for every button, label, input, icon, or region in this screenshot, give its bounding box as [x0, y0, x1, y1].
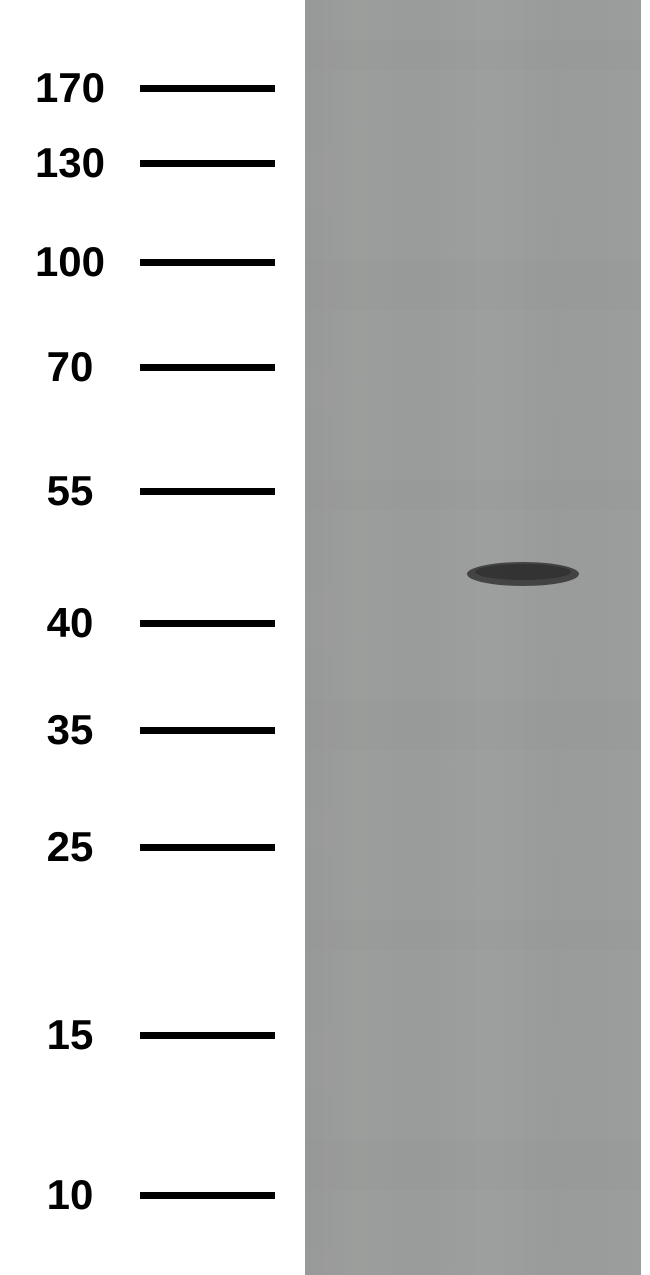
- marker-tick: [140, 1032, 275, 1039]
- marker-row: 40: [0, 599, 302, 647]
- marker-tick: [140, 1192, 275, 1199]
- marker-tick: [140, 727, 275, 734]
- marker-tick: [140, 844, 275, 851]
- marker-label: 100: [0, 238, 140, 286]
- marker-tick: [140, 160, 275, 167]
- marker-label: 40: [0, 599, 140, 647]
- marker-label: 35: [0, 706, 140, 754]
- marker-row: 25: [0, 823, 302, 871]
- marker-tick: [140, 259, 275, 266]
- marker-tick: [140, 85, 275, 92]
- marker-row: 170: [0, 64, 302, 112]
- marker-label: 10: [0, 1171, 140, 1219]
- marker-row: 130: [0, 139, 302, 187]
- molecular-weight-ladder: 170 130 100 70 55 40 35 25 15 10: [0, 0, 302, 1275]
- marker-label: 170: [0, 64, 140, 112]
- marker-row: 55: [0, 467, 302, 515]
- marker-row: 70: [0, 343, 302, 391]
- marker-row: 35: [0, 706, 302, 754]
- marker-label: 25: [0, 823, 140, 871]
- marker-row: 100: [0, 238, 302, 286]
- marker-tick: [140, 364, 275, 371]
- marker-label: 70: [0, 343, 140, 391]
- marker-tick: [140, 488, 275, 495]
- blot-figure: 170 130 100 70 55 40 35 25 15 10: [0, 0, 650, 1275]
- marker-label: 130: [0, 139, 140, 187]
- marker-label: 55: [0, 467, 140, 515]
- marker-row: 15: [0, 1011, 302, 1059]
- marker-row: 10: [0, 1171, 302, 1219]
- blot-lane-area: [305, 0, 641, 1275]
- marker-tick: [140, 620, 275, 627]
- blot-background: [305, 0, 641, 1275]
- marker-label: 15: [0, 1011, 140, 1059]
